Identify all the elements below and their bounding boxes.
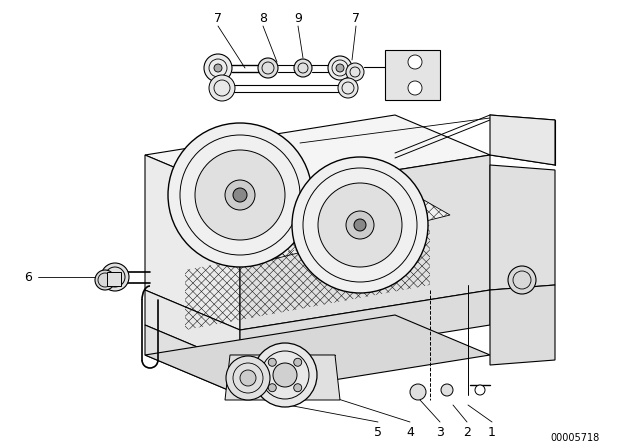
Text: 4: 4: [406, 426, 414, 439]
Circle shape: [214, 64, 222, 72]
Circle shape: [273, 363, 297, 387]
Polygon shape: [240, 155, 490, 330]
Circle shape: [294, 384, 301, 392]
Polygon shape: [490, 165, 555, 290]
Polygon shape: [145, 115, 490, 195]
Circle shape: [328, 56, 352, 80]
Circle shape: [268, 358, 276, 366]
Text: 5: 5: [374, 426, 382, 439]
Circle shape: [226, 356, 270, 400]
Circle shape: [318, 183, 402, 267]
Text: 7: 7: [352, 12, 360, 25]
Text: 3: 3: [436, 426, 444, 439]
Circle shape: [408, 55, 422, 69]
Circle shape: [508, 266, 536, 294]
Circle shape: [253, 343, 317, 407]
Circle shape: [354, 219, 366, 231]
Text: 8: 8: [259, 12, 267, 25]
Text: 1: 1: [488, 426, 496, 439]
Circle shape: [258, 58, 278, 78]
Circle shape: [338, 78, 358, 98]
Circle shape: [475, 385, 485, 395]
Circle shape: [95, 270, 115, 290]
Bar: [107, 272, 121, 286]
Circle shape: [204, 54, 232, 82]
Polygon shape: [145, 315, 490, 395]
Circle shape: [336, 64, 344, 72]
Polygon shape: [145, 155, 240, 330]
Polygon shape: [145, 325, 240, 395]
Text: 2: 2: [463, 426, 471, 439]
Circle shape: [225, 180, 255, 210]
Polygon shape: [225, 355, 340, 400]
Circle shape: [410, 384, 426, 400]
Polygon shape: [180, 175, 450, 265]
Polygon shape: [385, 50, 440, 100]
Polygon shape: [490, 115, 555, 165]
Text: 6: 6: [24, 271, 32, 284]
Text: 7: 7: [214, 12, 222, 25]
Circle shape: [209, 75, 235, 101]
Polygon shape: [240, 290, 490, 365]
Circle shape: [233, 188, 247, 202]
Circle shape: [346, 63, 364, 81]
Circle shape: [168, 123, 312, 267]
Circle shape: [268, 384, 276, 392]
Circle shape: [294, 358, 301, 366]
Circle shape: [240, 370, 256, 386]
Text: 00005718: 00005718: [550, 433, 600, 443]
Circle shape: [346, 211, 374, 239]
Circle shape: [292, 157, 428, 293]
Polygon shape: [145, 290, 240, 365]
Circle shape: [195, 150, 285, 240]
Text: 9: 9: [294, 12, 302, 25]
Circle shape: [408, 81, 422, 95]
Circle shape: [101, 263, 129, 291]
Polygon shape: [490, 285, 555, 365]
Circle shape: [441, 384, 453, 396]
Circle shape: [294, 59, 312, 77]
